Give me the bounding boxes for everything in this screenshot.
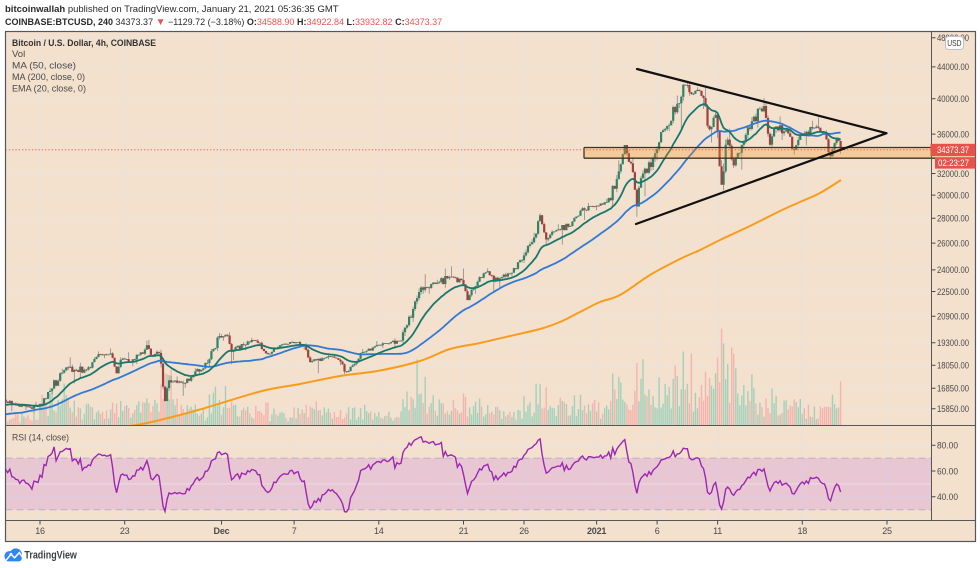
svg-text:16: 16 [35,526,45,536]
svg-text:28000.00: 28000.00 [937,214,969,225]
svg-text:24000.00: 24000.00 [937,265,969,276]
svg-text:Bitcoin / U.S. Dollar, 4h, COI: Bitcoin / U.S. Dollar, 4h, COINBASE [12,38,156,49]
svg-text:22500.00: 22500.00 [937,287,969,298]
svg-text:11: 11 [713,526,722,536]
svg-text:Dec: Dec [214,526,230,536]
svg-text:20900.00: 20900.00 [937,312,969,323]
svg-text:14: 14 [374,526,384,536]
svg-text:36000.00: 36000.00 [937,129,969,140]
svg-text:26000.00: 26000.00 [937,238,969,249]
svg-text:16850.00: 16850.00 [937,384,969,395]
svg-text:23: 23 [120,526,130,536]
svg-text:19300.00: 19300.00 [937,338,969,349]
svg-text:18: 18 [797,526,807,536]
svg-text:MA (200, close, 0): MA (200, close, 0) [12,72,85,83]
svg-text:26: 26 [519,526,529,536]
svg-text:30000.00: 30000.00 [937,190,969,201]
svg-text:15850.00: 15850.00 [937,404,969,415]
svg-text:6: 6 [655,526,660,536]
svg-text:2021: 2021 [587,526,606,536]
svg-text:40000.00: 40000.00 [937,94,969,105]
svg-text:44000.00: 44000.00 [937,62,969,73]
svg-text:80.00: 80.00 [937,441,958,452]
svg-text:32000.00: 32000.00 [937,169,969,180]
svg-text:RSI (14, close): RSI (14, close) [12,433,69,444]
svg-text:USD: USD [947,38,961,48]
svg-text:40.00: 40.00 [937,492,958,503]
svg-text:18050.00: 18050.00 [937,361,969,372]
svg-text:COINBASE:BTCUSD, 240 34373.37: COINBASE:BTCUSD, 240 34373.37 ▼ −1129.72… [5,17,442,28]
svg-text:25: 25 [882,526,892,536]
svg-text:02:23:27: 02:23:27 [938,158,969,169]
svg-text:EMA (20, close, 0): EMA (20, close, 0) [12,84,86,95]
svg-text:21: 21 [459,526,469,536]
svg-text:60.00: 60.00 [937,466,958,477]
svg-text:MA (50, close): MA (50, close) [12,61,76,72]
svg-text:bitcoinwallah published on Tra: bitcoinwallah published on TradingView.c… [5,4,339,15]
svg-text:7: 7 [292,526,297,536]
svg-text:Vol: Vol [12,49,25,60]
svg-text:34373.37: 34373.37 [937,145,969,156]
svg-text:TradingView: TradingView [24,549,77,561]
